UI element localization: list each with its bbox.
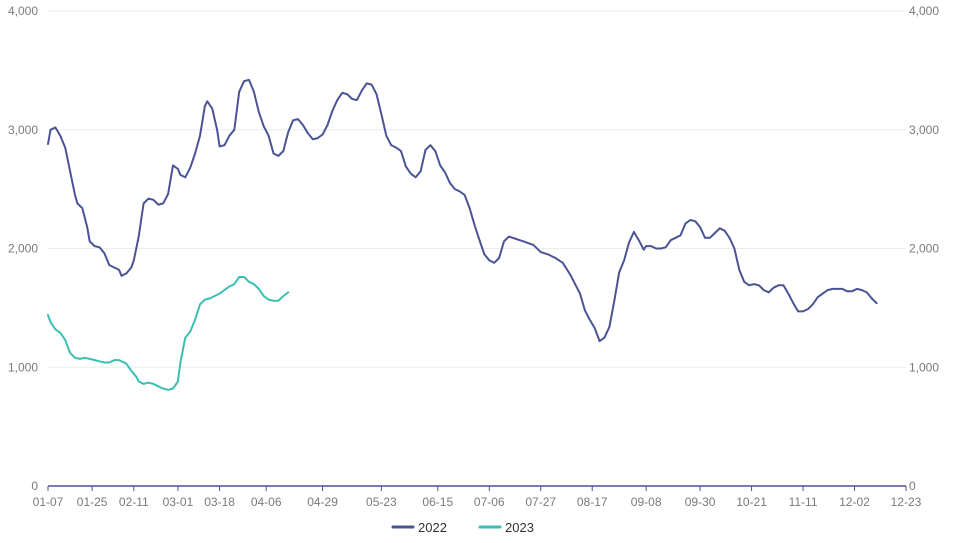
x-tick-label: 07-06 (474, 495, 505, 509)
y-tick-label-right: 0 (909, 479, 916, 493)
x-tick-label: 02-11 (119, 495, 149, 509)
y-tick-label-left: 2,000 (8, 242, 38, 256)
x-tick-label: 08-17 (577, 495, 608, 509)
grid-lines (48, 10, 906, 368)
x-axis: 01-07 01-25 02-11 03-01 03-18 04-06 04-29 05-23… (33, 485, 922, 509)
series-lines (47, 78, 878, 391)
x-tick-label: 03-18 (204, 495, 235, 509)
x-tick-label: 10-21 (736, 495, 767, 509)
y-tick-label-right: 4,000 (909, 4, 939, 18)
x-tick-label: 01-07 (33, 495, 64, 509)
legend-label: 2023 (505, 520, 534, 535)
legend-item-2022[interactable]: 2022 (391, 520, 447, 535)
y-tick-label-right: 2,000 (909, 242, 939, 256)
x-tick-label: 07-27 (525, 495, 556, 509)
x-tick-label: 05-23 (366, 495, 397, 509)
x-tick-label: 04-06 (251, 495, 282, 509)
series-line-2023 (47, 276, 290, 391)
x-tick-label: 11-11 (789, 495, 818, 509)
x-tick-label: 03-01 (163, 495, 194, 509)
y-tick-label-right: 1,000 (909, 360, 939, 374)
legend-label: 2022 (418, 520, 447, 535)
x-tick-label: 01-25 (77, 495, 108, 509)
x-tick-label: 09-08 (631, 495, 662, 509)
legend[interactable]: 2022 2023 (391, 520, 534, 535)
legend-item-2023[interactable]: 2023 (478, 520, 534, 535)
y-axis-right: 0 1,000 2,000 3,000 4,000 (909, 4, 939, 493)
series-line-2022 (47, 78, 878, 343)
x-tick-label: 09-30 (685, 495, 716, 509)
x-tick-label: 06-15 (422, 495, 453, 509)
y-axis-left: 0 1,000 2,000 3,000 4,000 (8, 4, 38, 493)
y-tick-label-left: 1,000 (8, 360, 38, 374)
y-tick-label-right: 3,000 (909, 123, 939, 137)
y-tick-label-left: 0 (31, 479, 38, 493)
x-tick-label: 04-29 (307, 495, 338, 509)
x-tick-label: 12-02 (839, 495, 870, 509)
y-tick-label-left: 3,000 (8, 123, 38, 137)
y-tick-label-left: 4,000 (8, 4, 38, 18)
x-tick-label: 12-23 (891, 495, 922, 509)
